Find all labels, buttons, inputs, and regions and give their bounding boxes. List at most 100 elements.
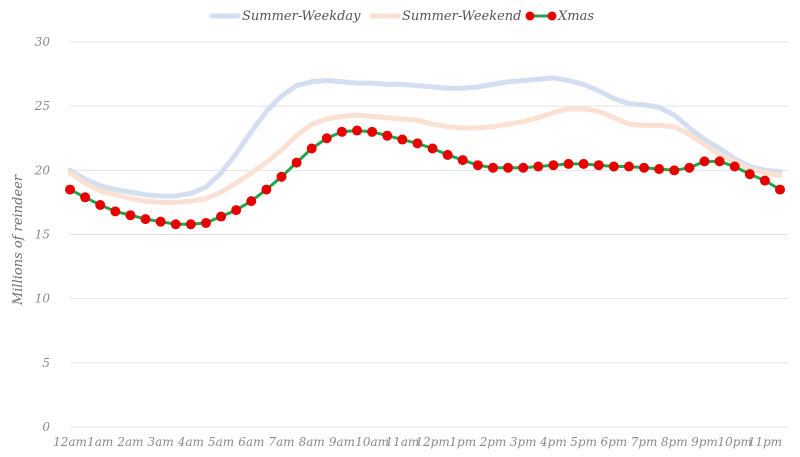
data-point: [412, 138, 423, 149]
y-tick-label: 10: [35, 292, 51, 306]
x-tick-label: 1pm: [449, 435, 476, 449]
data-point: [442, 149, 453, 160]
x-tick-label: 2pm: [479, 435, 507, 449]
y-tick-label: 30: [35, 35, 51, 49]
data-point: [185, 219, 196, 230]
x-tick-label: 6am: [238, 435, 264, 449]
legend-marker: [547, 11, 557, 21]
data-point: [321, 133, 332, 144]
data-point: [457, 155, 468, 166]
data-point: [140, 214, 151, 225]
x-tick-label: 1am: [87, 435, 113, 449]
y-tick-label: 25: [34, 99, 50, 113]
y-tick-label: 0: [42, 420, 50, 434]
data-point: [80, 192, 91, 203]
data-point: [563, 158, 574, 169]
x-tick-label: 3am: [148, 435, 174, 449]
data-point: [231, 205, 242, 216]
x-tick-label: 11pm: [748, 435, 782, 449]
x-tick-label: 11am: [385, 435, 419, 449]
y-tick-label: 15: [35, 228, 50, 242]
data-point: [382, 130, 393, 141]
data-point: [261, 184, 272, 195]
data-point: [623, 161, 634, 172]
data-point: [593, 160, 604, 171]
data-point: [639, 162, 650, 173]
data-point: [336, 126, 347, 137]
data-point: [669, 165, 680, 176]
x-axis-ticks: 12am 1am 2am 3am 4am 5am 6am 7am 8am 9am 10am11am1…: [53, 435, 782, 449]
data-point: [608, 161, 619, 172]
data-point: [729, 161, 740, 172]
data-point: [291, 157, 302, 168]
legend-label: Summer-Weekend: [402, 9, 521, 24]
x-tick-label: 10pm: [718, 435, 752, 449]
x-tick-label: 5am: [208, 435, 234, 449]
data-point: [200, 217, 211, 228]
x-tick-label: 12pm: [415, 435, 449, 449]
data-point: [533, 161, 544, 172]
y-axis-ticks: 0 5 10 15 20 25 30: [34, 35, 51, 434]
y-tick-label: 5: [42, 356, 50, 370]
x-tick-label: 4pm: [539, 435, 567, 449]
data-point: [397, 134, 408, 145]
x-tick-label: 12am: [53, 435, 87, 449]
data-point: [578, 158, 589, 169]
data-point: [170, 219, 181, 230]
series-line-summer-weekend: [67, 106, 783, 205]
series-summer-weekend: [67, 106, 783, 205]
data-point: [367, 126, 378, 137]
x-tick-label: 6pm: [600, 435, 627, 449]
legend-item-summer-weekend[interactable]: Summer-Weekend: [369, 9, 521, 24]
x-tick-label: 3pm: [510, 435, 537, 449]
data-point: [487, 162, 498, 173]
series-summer-weekday: [67, 75, 783, 199]
legend-marker: [525, 11, 535, 21]
y-axis-label: Millions of reindeer: [11, 174, 26, 306]
x-tick-label: 5pm: [570, 435, 597, 449]
data-point: [427, 143, 438, 154]
data-point: [503, 162, 514, 173]
data-point: [548, 160, 559, 171]
legend-label: Summer-Weekday: [242, 9, 361, 24]
data-point: [699, 156, 710, 167]
data-point: [472, 160, 483, 171]
data-point: [684, 162, 695, 173]
legend-label: Xmas: [557, 9, 594, 24]
y-tick-label: 20: [34, 163, 51, 177]
x-tick-label: 10am: [355, 435, 389, 449]
x-tick-label: 8pm: [661, 435, 688, 449]
data-point: [306, 143, 317, 154]
data-point: [155, 216, 166, 227]
data-point: [518, 162, 529, 173]
data-point: [654, 164, 665, 175]
x-tick-label: 8am: [299, 435, 325, 449]
x-tick-label: 7am: [268, 435, 294, 449]
x-tick-label: 4am: [177, 435, 204, 449]
legend-item-xmas[interactable]: Xmas: [525, 9, 595, 24]
series-xmas: [65, 125, 785, 230]
legend: Summer-Weekday Summer-Weekend Xmas: [209, 9, 595, 24]
gridlines: [70, 41, 788, 428]
data-point: [352, 125, 363, 136]
legend-item-summer-weekday[interactable]: Summer-Weekday: [209, 9, 361, 24]
data-point: [744, 169, 755, 180]
data-point: [714, 156, 725, 167]
data-point: [276, 171, 287, 182]
data-point: [246, 196, 257, 207]
x-tick-label: 2am: [116, 435, 143, 449]
data-point: [759, 175, 770, 186]
x-tick-label: 9am: [329, 435, 355, 449]
data-point: [65, 184, 75, 195]
data-point: [125, 210, 136, 221]
series-line-xmas: [68, 129, 782, 226]
x-tick-label: 9pm: [691, 435, 718, 449]
series-lines: [65, 75, 785, 230]
data-point: [775, 184, 785, 195]
data-point: [95, 199, 106, 210]
data-point: [216, 211, 227, 222]
x-tick-label: 7pm: [631, 435, 658, 449]
data-point: [110, 206, 121, 217]
series-line-summer-weekday: [67, 75, 783, 199]
